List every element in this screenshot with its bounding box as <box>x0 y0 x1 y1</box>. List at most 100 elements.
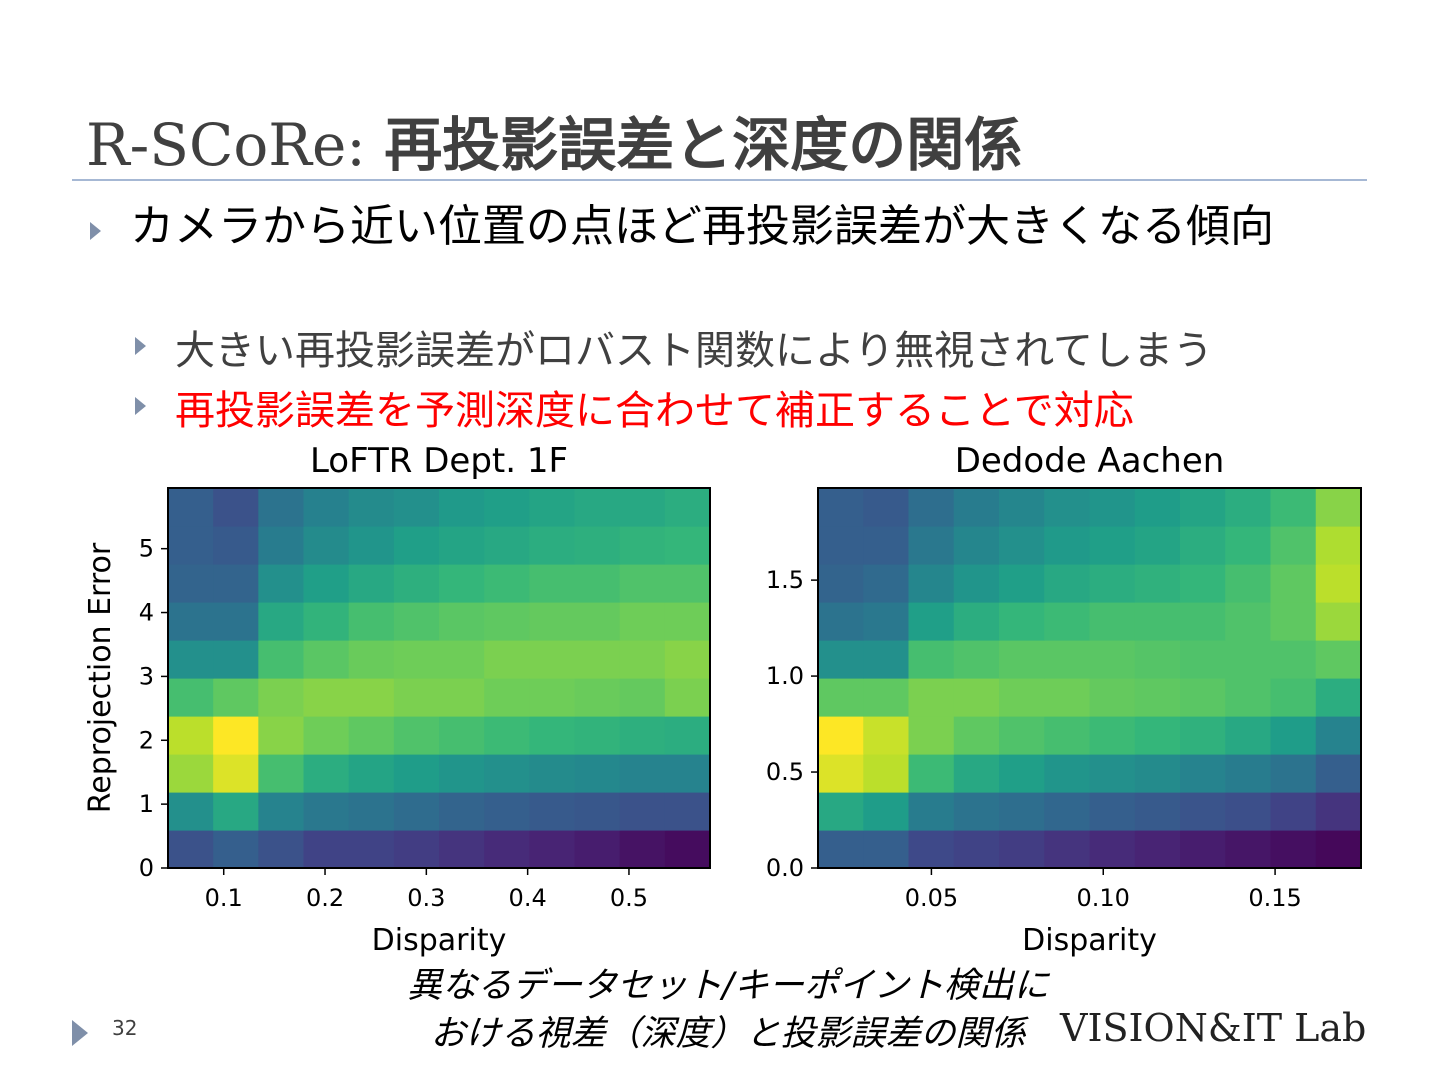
heatmap-cell <box>1089 716 1136 755</box>
heatmap-cell <box>1134 678 1181 717</box>
heatmap-cell <box>439 488 485 527</box>
heatmap-cell <box>574 602 621 641</box>
y-tick-label: 4 <box>139 599 154 627</box>
heatmap-cell <box>818 754 864 793</box>
heatmap-cell <box>953 564 1000 603</box>
x-tick-label: 0.4 <box>509 884 547 912</box>
heatmap-cell <box>303 716 350 755</box>
heatmap-cell <box>1225 830 1272 869</box>
heatmap-cell <box>999 678 1045 717</box>
plot-frame <box>167 487 711 869</box>
heatmap-cell <box>1270 526 1317 565</box>
heatmap-cell <box>303 678 350 717</box>
heatmap-cell <box>213 716 259 755</box>
slide-title: R-SCoRe: 再投影誤差と深度の関係 <box>86 98 1022 182</box>
heatmap-cell <box>863 640 910 679</box>
heatmap-cell <box>953 754 1000 793</box>
heatmap-cell <box>953 526 1000 565</box>
heatmap-cell <box>1089 754 1136 793</box>
x-tick-label: 0.2 <box>306 884 344 912</box>
heatmap-cell <box>1225 640 1272 679</box>
heatmap-cell <box>484 564 530 603</box>
heatmap-cell <box>303 602 350 641</box>
heatmap-cell <box>348 640 395 679</box>
heatmap-cell <box>213 792 259 831</box>
sub-bullet: 大きい再投影誤差がロバスト関数により無視されてしまう <box>175 328 1213 374</box>
bullet: カメラから近い位置の点ほど再投影誤差が大きくなる傾向 <box>130 201 1274 252</box>
heatmap-cell <box>908 526 955 565</box>
heatmap-cell <box>393 640 440 679</box>
heatmap-cell <box>818 830 864 869</box>
heatmap-cell <box>258 488 305 527</box>
y-tick-label: 1.0 <box>766 662 804 690</box>
heatmap-cell <box>999 830 1045 869</box>
heatmap-cell <box>1134 602 1181 641</box>
heatmap-cell <box>1225 488 1272 527</box>
heatmap-cell <box>908 830 955 869</box>
heatmap-cell <box>213 830 259 869</box>
heatmap-cell <box>619 640 666 679</box>
heatmap-cell <box>1044 716 1091 755</box>
heatmap-cell <box>529 526 576 565</box>
x-tick-label: 0.3 <box>407 884 445 912</box>
heatmap-cell <box>439 564 485 603</box>
heatmap-cell <box>213 526 259 565</box>
heatmap-cell <box>574 678 621 717</box>
page-number: 32 <box>112 1016 138 1040</box>
heatmap-cell <box>1225 526 1272 565</box>
heatmap-cell <box>1315 754 1362 793</box>
heatmap-cell <box>303 526 350 565</box>
heatmap-cell <box>303 640 350 679</box>
y-tick-label: 2 <box>139 726 154 754</box>
sub-bullet: 再投影誤差を予測深度に合わせて補正することで対応 <box>175 388 1134 434</box>
heatmap-cell <box>1315 526 1362 565</box>
heatmap-cell <box>1225 792 1272 831</box>
heatmap-cell <box>863 526 910 565</box>
heatmap-cell <box>393 564 440 603</box>
charts: LoFTR Dept. 1F Disparity Reprojection Erro… <box>83 441 1362 958</box>
heatmap-cell <box>619 678 666 717</box>
heatmap-cell <box>1270 792 1317 831</box>
heatmap-cell <box>1134 488 1181 527</box>
heatmap-cell <box>1180 830 1226 869</box>
heatmap-cell <box>484 830 530 869</box>
heatmap-cell <box>168 830 214 869</box>
heatmap-cell <box>953 488 1000 527</box>
heatmap-cell <box>168 640 214 679</box>
heatmap-cell <box>818 564 864 603</box>
heatmap-cell <box>348 754 395 793</box>
heatmap-cell <box>213 678 259 717</box>
heatmap-cell <box>953 640 1000 679</box>
heatmap-cell <box>529 488 576 527</box>
heatmap-cell <box>1044 754 1091 793</box>
heatmap-cell <box>1315 602 1362 641</box>
heatmap-cell <box>999 488 1045 527</box>
heatmap-cell <box>1225 564 1272 603</box>
heatmap-cell <box>908 716 955 755</box>
heatmap-cell <box>1044 792 1091 831</box>
heatmap-cell <box>393 792 440 831</box>
heatmap-cell <box>863 564 910 603</box>
heatmap-cell <box>574 640 621 679</box>
heatmap-cell <box>1134 716 1181 755</box>
heatmap-cell <box>439 640 485 679</box>
heatmap-cell <box>168 792 214 831</box>
heatmap-cell <box>1270 754 1317 793</box>
heatmap-cell <box>484 602 530 641</box>
heatmap-cell <box>863 792 910 831</box>
heatmap-cell <box>619 564 666 603</box>
heatmap-cell <box>1044 602 1091 641</box>
heatmap-cell <box>619 830 666 869</box>
plot-frame <box>817 487 1362 869</box>
heatmap-cell <box>1315 792 1362 831</box>
heatmap-cell <box>574 716 621 755</box>
heatmap-cell <box>818 488 864 527</box>
heatmap-cell <box>863 602 910 641</box>
heatmap-cell <box>664 716 711 755</box>
title-main: 再投影誤差と深度の関係 <box>384 111 1023 179</box>
heatmap-cell <box>168 754 214 793</box>
heatmap-cell <box>953 602 1000 641</box>
heatmap-cell <box>908 792 955 831</box>
heatmap-cell <box>999 640 1045 679</box>
heatmap-cell <box>1270 640 1317 679</box>
